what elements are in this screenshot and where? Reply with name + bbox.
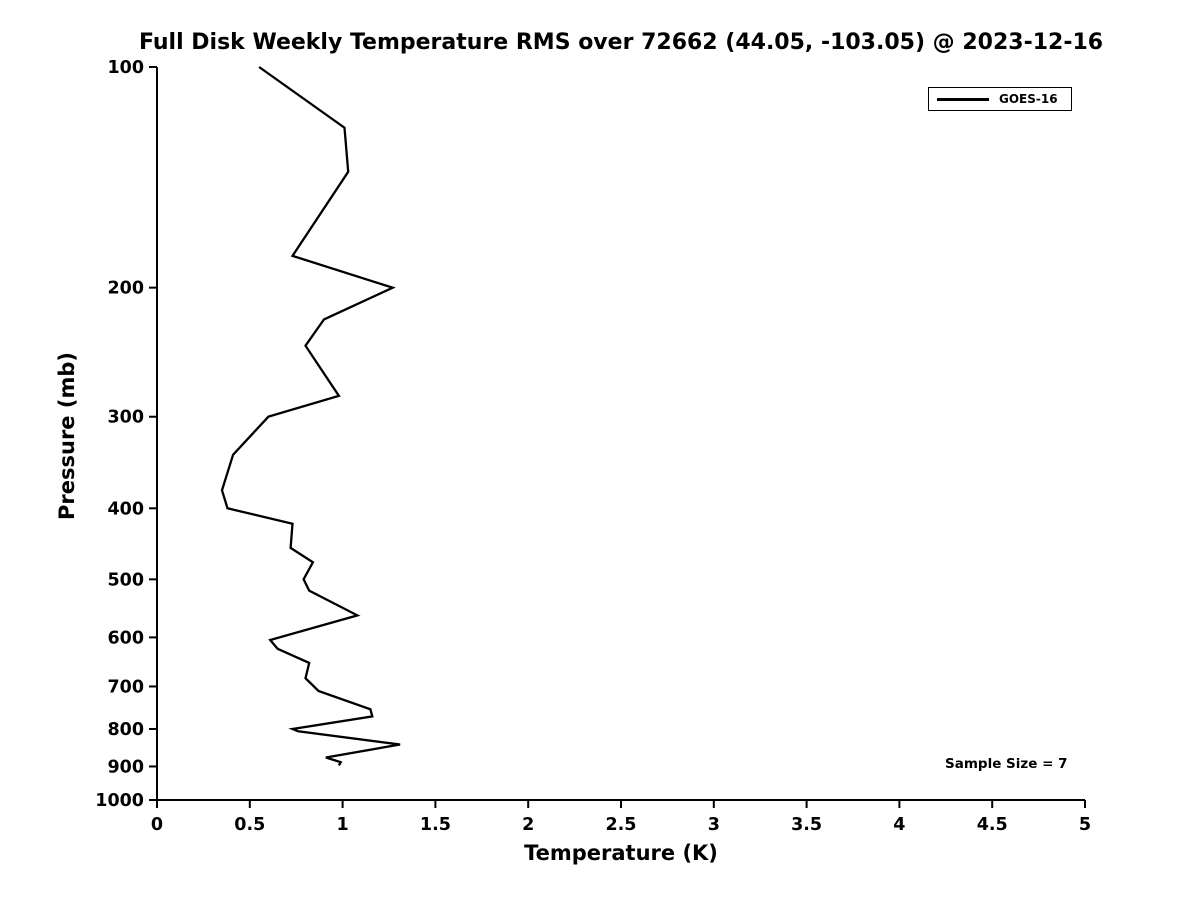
x-tick-label: 5 — [1079, 815, 1091, 835]
x-axis-label: Temperature (K) — [524, 841, 718, 865]
y-tick-label: 300 — [107, 408, 144, 428]
y-tick-label: 400 — [107, 499, 144, 519]
legend-line-sample-icon — [937, 97, 989, 101]
y-tick-label: 900 — [107, 757, 144, 777]
x-tick-label: 0.5 — [234, 815, 265, 835]
sample-size-annotation: Sample Size = 7 — [945, 756, 1068, 772]
y-tick-label: 600 — [107, 628, 144, 648]
series-line-goes-16 — [220, 66, 401, 766]
y-tick-label: 1000 — [95, 791, 144, 811]
y-axis-label: Pressure (mb) — [55, 352, 79, 520]
x-tick-label: 4 — [893, 815, 905, 835]
y-tick-label: 800 — [107, 720, 144, 740]
x-tick-label: 3.5 — [791, 815, 822, 835]
x-tick-label: 2 — [522, 815, 534, 835]
legend-entry-label: GOES-16 — [999, 92, 1058, 106]
y-tick-label: 500 — [107, 570, 144, 590]
chart-title: Full Disk Weekly Temperature RMS over 72… — [138, 30, 1104, 55]
x-tick-label: 3 — [708, 815, 720, 835]
y-tick-label: 100 — [107, 58, 144, 78]
x-tick-label: 1.5 — [420, 815, 451, 835]
y-tick-label: 700 — [107, 677, 144, 697]
x-tick-label: 0 — [151, 815, 163, 835]
legend: GOES-16 — [928, 87, 1072, 111]
x-tick-label: 1 — [337, 815, 349, 835]
y-tick-label: 200 — [107, 279, 144, 299]
x-tick-label: 2.5 — [605, 815, 636, 835]
x-tick-label: 4.5 — [977, 815, 1008, 835]
